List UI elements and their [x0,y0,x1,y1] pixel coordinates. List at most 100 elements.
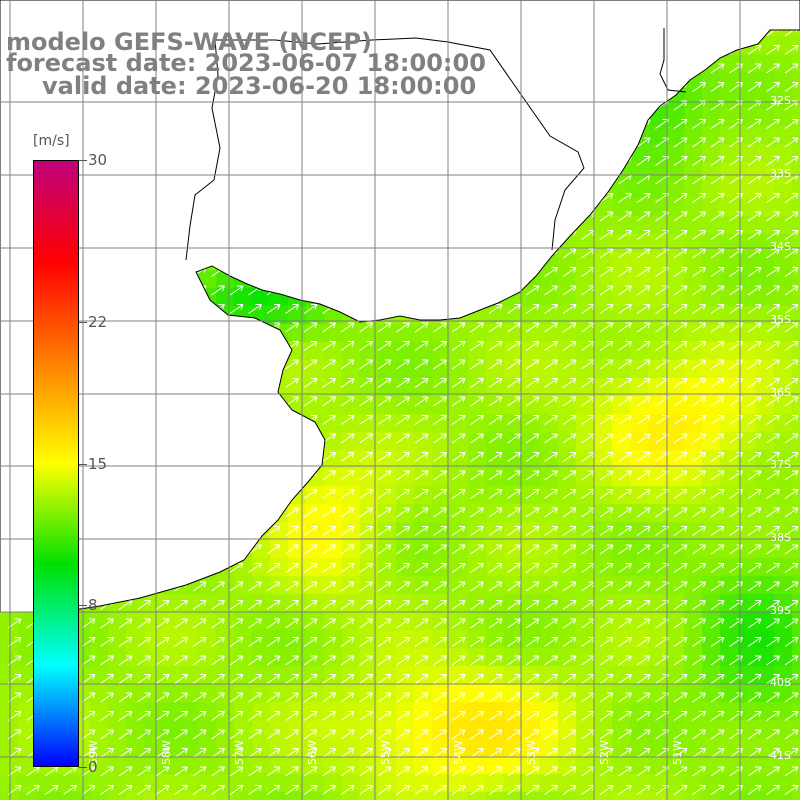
wind-arrow [544,378,558,388]
wind-arrow [303,322,318,333]
wind-arrow [636,248,651,259]
wind-arrow [470,470,484,481]
colorbar-tick-mark [79,605,87,607]
wind-arrow [470,452,484,462]
wind-arrow [710,359,725,370]
wind-arrow [340,489,355,499]
wind-arrow [377,489,392,499]
wind-arrow [470,396,484,407]
wind-arrow [710,193,725,203]
wind-arrow [322,396,336,407]
wind-arrow [414,433,429,444]
latitude-label: 36S [770,386,791,399]
wind-arrow [451,433,466,444]
wind-arrow [340,359,355,370]
wind-arrow [766,415,780,425]
wind-arrow [599,359,614,370]
wind-arrow [488,322,503,333]
wind-arrow [673,230,688,240]
wind-arrow [747,156,762,166]
wind-arrow [377,452,392,462]
wind-arrow [747,267,762,277]
wind-arrow [673,137,688,148]
wind-arrow [451,452,466,462]
colorbar-tick-label: 8 [88,596,98,615]
colorbar [33,160,79,767]
wind-arrow [248,304,262,314]
wind-arrow [636,378,651,388]
colorbar-tick-label: 15 [88,454,108,473]
wind-arrow [692,359,706,370]
wind-arrow [636,341,651,351]
wind-arrow [488,396,503,407]
wind-arrow [507,359,521,370]
wind-arrow [766,82,780,92]
wind-arrow [525,322,540,333]
wind-arrow [784,119,799,129]
wind-arrow [507,341,521,351]
wind-arrow [359,359,373,370]
wind-arrow [525,433,540,444]
wind-arrow [377,341,392,351]
wind-arrow [340,322,355,333]
colorbar-tick-label: 22 [88,312,108,331]
wind-arrow [377,415,392,425]
wind-arrow [562,248,577,259]
wind-arrow [525,341,540,351]
latitude-label: 40S [770,676,791,689]
wind-arrow [747,396,762,407]
wind-arrow [359,415,373,425]
wind-arrow [377,359,392,370]
wind-arrow [544,341,558,351]
wind-arrow [229,304,244,314]
wind-arrow [433,433,447,444]
wind-arrow [710,156,725,166]
wind-arrow [433,396,447,407]
wind-arrow [470,359,484,370]
wind-arrow [599,415,614,425]
wind-arrow [322,322,336,333]
wind-arrow [673,322,688,333]
wind-arrow [766,230,780,240]
colorbar-tick-mark [79,463,87,465]
wind-arrow [784,415,799,425]
wind-arrow [470,322,484,333]
wind-arrow [784,193,799,203]
wind-arrow [747,359,762,370]
wind-arrow [710,415,725,425]
wind-arrow [544,322,558,333]
wind-arrow [303,378,318,388]
latitude-label: 33S [770,167,791,180]
wind-arrow [766,193,780,203]
wind-arrow [525,396,540,407]
wind-arrow [673,378,688,388]
latitude-label: 34S [770,240,791,253]
wind-arrow [784,82,799,92]
wind-arrow [747,304,762,314]
wind-arrow [599,267,614,277]
wind-arrow [710,304,725,314]
wind-arrow [784,211,799,222]
wind-arrow [710,396,725,407]
wind-arrow [562,470,577,481]
wind-arrow [414,396,429,407]
wind-arrow [303,396,318,407]
wind-arrow [599,304,614,314]
wind-arrow [692,248,706,259]
wind-arrow [747,63,762,74]
wind-arrow [766,341,780,351]
wind-arrow [285,378,299,388]
wind-arrow [544,359,558,370]
wind-arrow [396,415,410,425]
wind-arrow [784,230,799,240]
latitude-label: 39S [770,604,791,617]
wind-arrow [618,470,632,481]
wind-arrow [599,452,614,462]
wind-arrow [377,378,392,388]
wind-arrow [710,285,725,296]
latitude-label: 41S [770,749,791,762]
wind-arrow [414,341,429,351]
wind-arrow [377,470,392,481]
wind-arrow [525,378,540,388]
